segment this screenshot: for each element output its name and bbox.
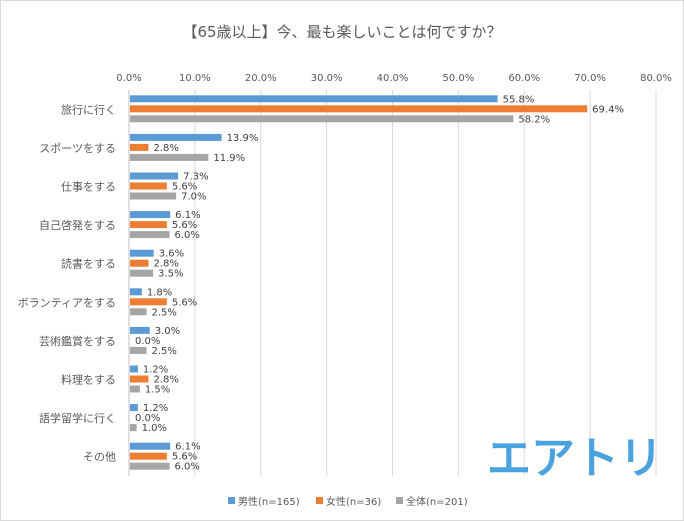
data-label: 3.0% — [155, 326, 180, 337]
bar — [130, 404, 138, 412]
legend-swatch — [228, 497, 235, 504]
legend-label: 全体(n=201) — [406, 495, 468, 508]
legend-swatch — [396, 497, 403, 504]
bar — [130, 288, 142, 296]
data-label: 2.8% — [153, 143, 178, 154]
data-label: 6.1% — [175, 442, 200, 453]
category-label: 料理をする — [61, 373, 116, 387]
bar — [130, 105, 588, 113]
bar — [130, 143, 149, 151]
bar — [130, 346, 147, 354]
bar — [130, 442, 171, 450]
legend-label: 男性(n=165) — [238, 495, 300, 508]
data-label: 5.6% — [172, 182, 197, 193]
x-tick-label: 20.0% — [245, 73, 277, 84]
data-label: 2.5% — [151, 307, 176, 318]
data-label: 7.3% — [183, 172, 208, 183]
bar — [130, 231, 170, 239]
category-label: 仕事をする — [61, 181, 116, 194]
data-label: 13.9% — [227, 133, 259, 144]
category-label: 語学留学に行く — [39, 411, 116, 425]
data-label: 69.4% — [592, 104, 624, 115]
data-label: 2.5% — [151, 346, 176, 357]
data-label: 1.2% — [143, 403, 168, 414]
bar — [130, 221, 167, 229]
data-label: 2.8% — [153, 375, 178, 386]
x-tick-label: 10.0% — [179, 73, 211, 84]
data-label: 58.2% — [518, 114, 550, 125]
data-label: 3.6% — [159, 249, 184, 260]
bar — [130, 182, 167, 190]
data-label: 0.0% — [135, 336, 160, 347]
bar — [130, 192, 177, 200]
data-label: 1.5% — [145, 385, 170, 396]
bar — [130, 375, 149, 383]
x-tick-label: 50.0% — [442, 73, 474, 84]
data-label: 5.6% — [172, 452, 197, 463]
data-label: 0.0% — [135, 413, 160, 424]
x-tick-label: 60.0% — [508, 73, 540, 84]
category-label: 読書をする — [61, 257, 116, 271]
legend-label: 女性(n=36) — [326, 495, 381, 508]
category-label: 旅行に行く — [61, 102, 116, 116]
data-label: 5.6% — [172, 220, 197, 231]
x-tick-label: 40.0% — [377, 73, 409, 84]
bar — [130, 259, 149, 267]
data-label: 6.0% — [175, 462, 200, 473]
category-label: その他 — [83, 451, 116, 464]
chart-title: 【65歳以上】今、最も楽しいことは何ですか？ — [182, 23, 501, 41]
data-label: 1.0% — [142, 423, 167, 434]
data-label: 6.0% — [175, 230, 200, 241]
x-tick-label: 30.0% — [311, 73, 343, 84]
bar — [130, 172, 179, 180]
bar — [130, 308, 147, 316]
data-label: 6.1% — [175, 210, 200, 221]
data-label: 1.2% — [143, 365, 168, 376]
data-label: 7.0% — [181, 192, 206, 203]
data-label: 1.8% — [147, 287, 172, 298]
data-label: 2.8% — [153, 259, 178, 270]
data-label: 5.6% — [172, 297, 197, 308]
bar — [130, 153, 209, 161]
data-label: 55.8% — [503, 94, 535, 105]
category-label: 自己啓発をする — [39, 218, 116, 232]
x-tick-label: 0.0% — [116, 73, 141, 84]
bar — [130, 211, 171, 219]
data-label: 11.9% — [213, 153, 245, 164]
bar — [130, 424, 137, 432]
bar — [130, 249, 154, 257]
bar — [130, 95, 498, 103]
bar — [130, 326, 150, 334]
x-tick-label: 70.0% — [574, 73, 606, 84]
data-label: 3.5% — [158, 269, 183, 280]
bar — [130, 365, 138, 373]
category-label: 芸術鑑賞をする — [39, 334, 116, 348]
bar — [130, 115, 514, 123]
x-tick-label: 80.0% — [640, 73, 672, 84]
bar — [130, 133, 222, 141]
bar — [130, 462, 170, 470]
legend-swatch — [316, 497, 323, 504]
bar — [130, 298, 167, 306]
bar — [130, 385, 140, 393]
logo: エアトリ — [487, 433, 663, 484]
category-label: ボランティアをする — [18, 296, 116, 309]
bar — [130, 452, 167, 460]
category-label: スポーツをする — [39, 142, 116, 155]
bar — [130, 269, 154, 277]
